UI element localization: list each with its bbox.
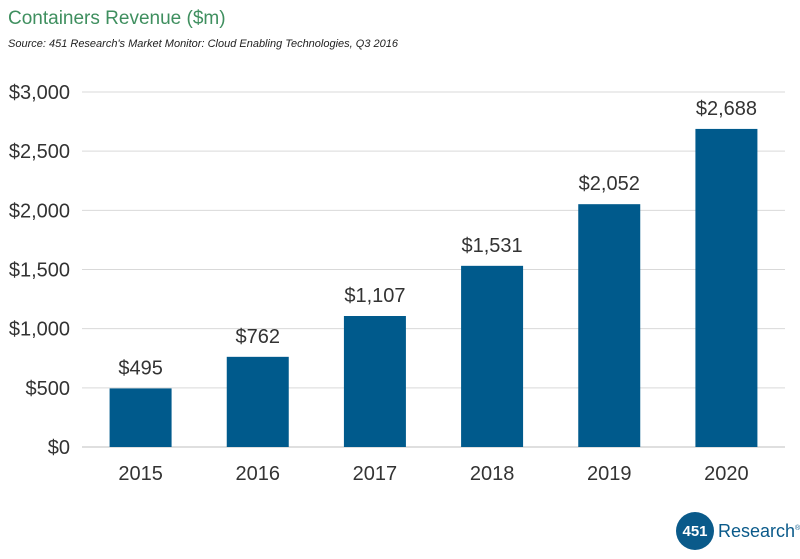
- logo-mark: 451: [676, 512, 714, 550]
- data-label: $2,052: [579, 173, 640, 195]
- data-label: $2,688: [696, 98, 757, 120]
- logo-word: Research: [718, 520, 796, 541]
- bar: [343, 316, 406, 447]
- y-tick-label: $1,000: [9, 319, 70, 341]
- x-tick-label: 2015: [118, 463, 163, 485]
- y-tick-label: $2,500: [9, 141, 70, 163]
- x-tick-label: 2016: [236, 463, 281, 485]
- y-tick-label: $2,000: [9, 200, 70, 222]
- chart-title: Containers Revenue ($m): [8, 8, 226, 29]
- y-tick-label: $0: [48, 437, 70, 459]
- bar: [695, 128, 758, 448]
- data-label: $1,531: [461, 235, 522, 257]
- chart-subtitle: Source: 451 Research's Market Monitor: C…: [8, 38, 398, 50]
- bar: [109, 388, 172, 447]
- x-tick-label: 2019: [587, 463, 632, 485]
- x-tick-label: 2018: [470, 463, 515, 485]
- x-tick-label: 2020: [704, 463, 749, 485]
- data-label: $762: [236, 326, 281, 348]
- bar-chart: $0 $500 $1,000 $1,500 $2,000 $2,500 $3,000 $495…: [9, 82, 785, 485]
- data-label: $1,107: [344, 285, 405, 307]
- data-label: $495: [118, 357, 163, 379]
- bar: [226, 356, 289, 447]
- y-tick-label: $500: [26, 378, 71, 400]
- logo-registered: ®: [795, 524, 800, 532]
- brand-logo: 451 Research®: [676, 512, 800, 550]
- bar: [578, 204, 641, 447]
- bar: [461, 265, 524, 447]
- y-tick-label: $3,000: [9, 82, 70, 104]
- logo-wordmark: Research®: [718, 521, 800, 542]
- x-tick-label: 2017: [353, 463, 398, 485]
- y-tick-label: $1,500: [9, 260, 70, 282]
